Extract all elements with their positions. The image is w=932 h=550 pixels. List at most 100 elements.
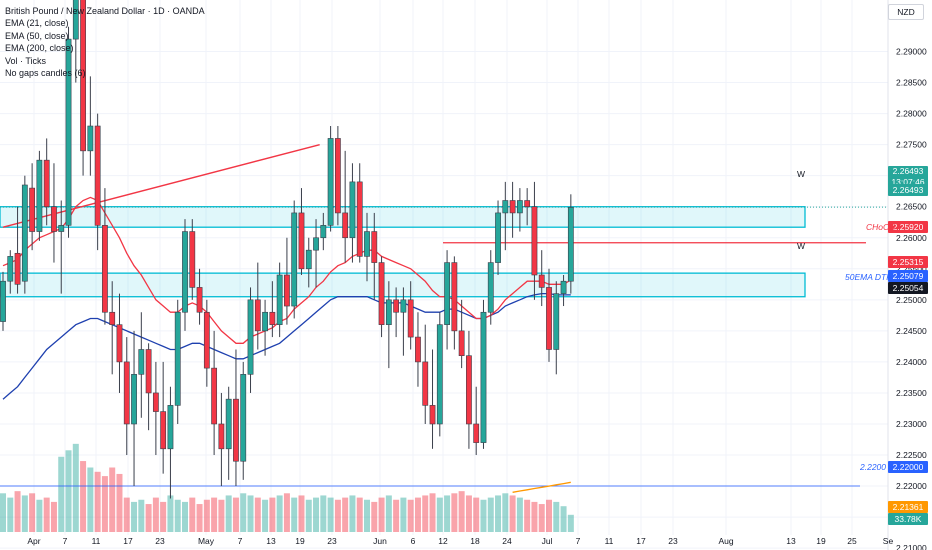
volume-bar (14, 491, 21, 532)
volume-bar (414, 497, 421, 532)
candle-body (174, 311, 181, 406)
volume-bar (276, 495, 283, 532)
candle (102, 188, 108, 325)
candle-body (189, 231, 196, 288)
candle-body (509, 200, 516, 214)
volume-bar (240, 493, 247, 532)
price-tag-choch: 2.25920 (888, 221, 928, 233)
candle (422, 324, 429, 424)
y-tick-label: 2.22000 (896, 481, 927, 491)
x-tick-label: 23 (327, 536, 337, 546)
volume-bars (0, 443, 574, 532)
zone-box-1 (0, 272, 806, 298)
x-tick-label: 23 (155, 536, 165, 546)
candle-body (247, 299, 254, 375)
zone-top-label[interactable]: W (797, 169, 806, 179)
zone-box-0 (0, 206, 806, 228)
candles (0, 0, 574, 499)
candle (436, 312, 443, 437)
candle (123, 337, 130, 456)
ema50-label[interactable]: 50EMA DTF (845, 272, 892, 282)
indicator-nogaps[interactable]: No gaps candles (6) (5, 68, 86, 79)
candle-body (58, 225, 65, 232)
candle (116, 293, 123, 393)
volume-bar (87, 467, 94, 532)
candle (276, 262, 283, 338)
volume-bar (254, 497, 261, 532)
y-tick-label: 2.21000 (896, 543, 927, 550)
candle-body (269, 311, 276, 325)
candle (531, 181, 538, 300)
volume-bar (465, 495, 472, 532)
candle-body (225, 398, 232, 450)
indicator-ema50[interactable]: EMA (50, close) (5, 30, 69, 41)
candle-body (502, 200, 509, 214)
candle-body (29, 187, 36, 232)
y-tick-label: 2.23500 (896, 388, 927, 398)
chart-legend: British Pound / New Zealand Dollar · 1D … (5, 5, 205, 79)
candle-body (516, 200, 523, 214)
x-tick-label: 11 (605, 536, 614, 546)
candle-body (495, 212, 501, 263)
candle-body (94, 125, 101, 226)
volume-bar (123, 497, 130, 532)
volume-bar (429, 493, 436, 532)
y-tick-label: 2.27500 (896, 140, 927, 150)
candle-body (458, 330, 465, 356)
zone-bottom-label[interactable]: W (797, 241, 806, 251)
candle (29, 163, 36, 251)
volume-bar (458, 491, 465, 532)
indicator-ema200[interactable]: EMA (200, close) (5, 43, 74, 54)
candle-body (116, 324, 123, 363)
candle-body (182, 231, 188, 313)
support-label[interactable]: 2.2200 (860, 462, 886, 472)
price-tag-ema50: 2.25079 (888, 270, 928, 282)
volume-bar (546, 499, 552, 532)
candle-body (364, 231, 370, 257)
volume-bar (320, 495, 327, 532)
candle (364, 212, 370, 282)
indicator-ema21[interactable]: EMA (21, close) (5, 18, 69, 29)
volume-bar (43, 497, 50, 532)
candle (247, 287, 254, 393)
candle-body (262, 311, 268, 332)
volume-bar (400, 497, 407, 532)
volume-bar (444, 495, 451, 532)
y-tick-label: 2.23000 (896, 419, 927, 429)
volume-bar (131, 501, 138, 532)
candle-body (436, 324, 443, 425)
candle-body (567, 207, 574, 282)
y-axis: 2.290002.285002.280002.275002.270002.265… (896, 47, 927, 550)
candle-body (123, 361, 130, 425)
candle (196, 268, 203, 325)
candle (495, 200, 501, 275)
candle (466, 330, 472, 449)
candle-body (400, 299, 407, 313)
candle (305, 237, 312, 288)
x-tick-label: 7 (238, 536, 243, 546)
volume-bar (349, 495, 356, 532)
volume-bar (480, 499, 487, 532)
candle-body (211, 367, 218, 425)
y-tick-label: 2.28000 (896, 109, 927, 119)
volume-bar (327, 497, 334, 532)
candle-body (51, 206, 57, 232)
candle-body (14, 252, 21, 285)
indicator-volume[interactable]: Vol · Ticks (5, 55, 47, 66)
currency-badge[interactable]: NZD (888, 4, 924, 20)
candle-body (80, 0, 86, 152)
volume-bar (538, 504, 545, 532)
volume-bar (407, 499, 414, 532)
chart-title[interactable]: British Pound / New Zealand Dollar · 1D … (5, 6, 205, 16)
volume-bar (393, 499, 400, 532)
volume-bar (560, 506, 567, 532)
candle (80, 0, 86, 176)
volume-bar (101, 476, 108, 532)
price-tag-current: 2.26493 13:07:46 (888, 166, 928, 188)
candle (444, 250, 450, 350)
x-tick-label: 7 (576, 536, 581, 546)
candle-body (327, 138, 334, 226)
candle-body (538, 274, 545, 288)
choch-label[interactable]: CHoCH (866, 222, 896, 232)
